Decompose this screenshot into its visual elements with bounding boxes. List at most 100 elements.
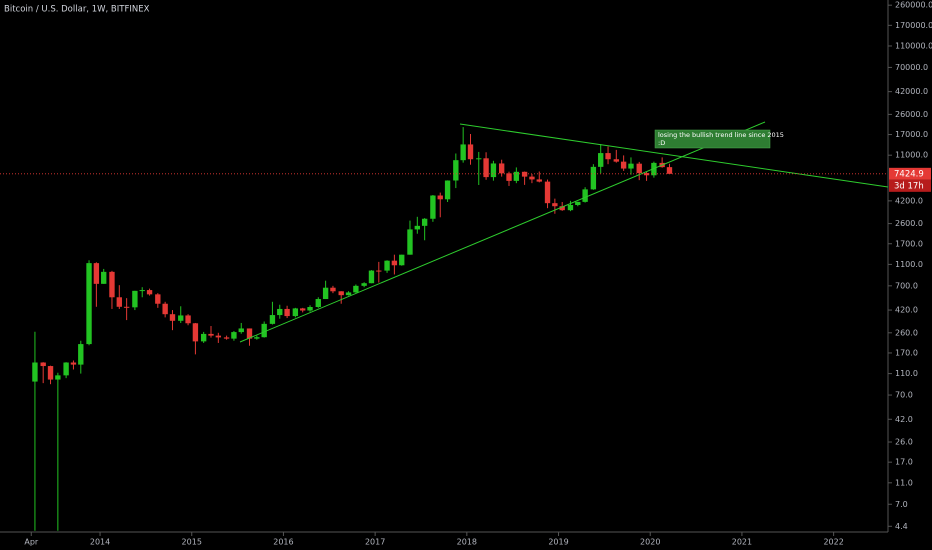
candle-body bbox=[559, 206, 565, 211]
countdown-label: 3d 17h bbox=[894, 181, 924, 191]
candle-body bbox=[453, 160, 459, 181]
candle-body bbox=[307, 307, 313, 311]
candle-body bbox=[513, 171, 520, 181]
y-tick-label: 1100.0 bbox=[895, 260, 923, 269]
candle-body bbox=[376, 270, 382, 272]
x-tick-label: 2022 bbox=[823, 538, 843, 547]
candle-body bbox=[552, 203, 558, 207]
candle-body bbox=[498, 163, 505, 174]
candle-body bbox=[330, 287, 336, 292]
candle-body bbox=[32, 362, 38, 382]
candle-body bbox=[261, 323, 267, 338]
x-tick-label: 2015 bbox=[182, 538, 202, 547]
y-tick-label: 42.0 bbox=[895, 415, 913, 424]
y-tick-label: 17000.0 bbox=[895, 130, 928, 139]
candle-body bbox=[384, 260, 390, 271]
candle-body bbox=[238, 328, 244, 333]
candle-body bbox=[476, 158, 482, 160]
candle-body bbox=[300, 308, 306, 311]
candle-body bbox=[582, 189, 588, 202]
candle-body bbox=[246, 328, 253, 339]
candle-body bbox=[399, 254, 405, 266]
candle-body bbox=[407, 229, 413, 255]
candle-body bbox=[155, 294, 161, 304]
candle-body bbox=[146, 290, 153, 295]
candle-body bbox=[460, 144, 466, 161]
candle-body bbox=[467, 144, 474, 160]
candle-body bbox=[162, 303, 168, 315]
candle-body bbox=[598, 153, 604, 167]
candle-body bbox=[178, 315, 184, 321]
candle-body bbox=[430, 195, 436, 219]
candle-body bbox=[169, 314, 176, 321]
y-tick-label: 42000.0 bbox=[895, 87, 928, 96]
y-tick-label: 4200.0 bbox=[895, 196, 923, 205]
last-price-label: 7424.9 bbox=[894, 169, 924, 179]
candle-body bbox=[444, 180, 451, 200]
candle-body bbox=[575, 201, 581, 205]
candle-body bbox=[254, 337, 260, 339]
y-tick-label: 26.0 bbox=[895, 438, 913, 447]
candle-body bbox=[613, 159, 619, 162]
candle-body bbox=[636, 163, 642, 174]
candle-body bbox=[529, 176, 535, 180]
annotation-box bbox=[654, 129, 771, 149]
candle-body bbox=[200, 333, 207, 342]
candle-body bbox=[536, 179, 542, 182]
candle-body bbox=[483, 158, 489, 178]
countdown-box bbox=[889, 179, 931, 192]
candle-body bbox=[521, 171, 528, 177]
y-tick-label: 260000.0 bbox=[895, 1, 932, 10]
candles bbox=[32, 127, 673, 531]
candle-body bbox=[284, 308, 290, 317]
trend-line-upper bbox=[459, 123, 889, 188]
candle-body bbox=[109, 271, 115, 298]
candle-body bbox=[361, 283, 367, 286]
candle-body bbox=[55, 375, 61, 380]
candle-body bbox=[215, 335, 222, 338]
candle-body bbox=[315, 299, 321, 308]
candle-body bbox=[139, 290, 145, 292]
candle-body bbox=[277, 308, 283, 316]
x-tick-label: 2021 bbox=[732, 538, 752, 547]
y-tick-label: 2600.0 bbox=[895, 219, 923, 228]
candle-body bbox=[185, 315, 191, 324]
candle-body bbox=[506, 173, 512, 181]
candle-body bbox=[208, 333, 214, 336]
candle-body bbox=[368, 270, 375, 284]
candle-body bbox=[223, 337, 230, 339]
last-price-box bbox=[889, 167, 931, 180]
candle-body bbox=[345, 292, 352, 296]
chart-title: Bitcoin / U.S. Dollar, 1W, BITFINEX bbox=[4, 5, 150, 15]
y-tick-label: 1700.0 bbox=[895, 239, 923, 248]
x-tick-label: 2019 bbox=[548, 538, 568, 547]
y-tick-label: 170.0 bbox=[895, 348, 918, 357]
y-tick-label: 170000.0 bbox=[895, 21, 932, 30]
annotation-text: :D bbox=[658, 139, 665, 147]
candle-body bbox=[132, 290, 138, 308]
candle-body bbox=[269, 315, 276, 324]
y-tick-label: 7.0 bbox=[895, 500, 908, 509]
candle-body bbox=[231, 332, 237, 339]
candle-body bbox=[192, 323, 199, 342]
candle-body bbox=[544, 181, 551, 204]
candle-body bbox=[666, 167, 673, 174]
candle-body bbox=[338, 291, 344, 296]
x-tick-label: 2018 bbox=[457, 538, 477, 547]
candle-body bbox=[93, 263, 100, 284]
x-tick-label: 2014 bbox=[90, 538, 110, 547]
y-tick-label: 70.0 bbox=[895, 391, 913, 400]
x-tick-label: Apr bbox=[24, 538, 39, 547]
candle-body bbox=[414, 225, 420, 230]
y-tick-label: 70000.0 bbox=[895, 63, 928, 72]
candle-body bbox=[47, 366, 54, 380]
candle-body bbox=[78, 344, 84, 365]
trend-line-lower bbox=[239, 121, 766, 343]
candle-body bbox=[70, 362, 77, 365]
y-tick-label: 260.0 bbox=[895, 328, 918, 337]
candle-body bbox=[101, 271, 107, 284]
x-tick-label: 2020 bbox=[640, 538, 660, 547]
candle-body bbox=[353, 285, 359, 293]
